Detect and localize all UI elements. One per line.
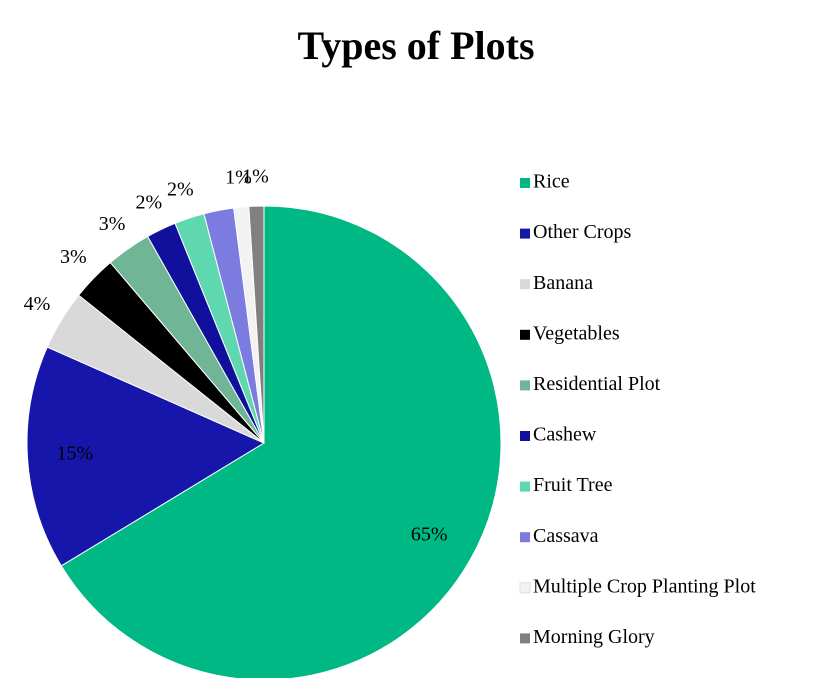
legend-swatch: [520, 329, 530, 340]
data-label: 3%: [99, 213, 126, 235]
legend-label: Cassava: [533, 525, 599, 547]
legend-swatch: [520, 178, 530, 188]
legend-swatch: [520, 279, 530, 290]
data-label: 1%: [242, 165, 269, 187]
legend-swatch: [519, 582, 531, 594]
legend-label: Fruit Tree: [533, 474, 613, 496]
data-label: 15%: [56, 443, 93, 465]
data-label: 2%: [135, 191, 162, 213]
pie-slice: [60, 205, 502, 678]
legend-swatch: [520, 532, 530, 543]
legend-label: Cashew: [533, 424, 597, 446]
legend-swatch: [520, 380, 530, 391]
legend-label: Banana: [533, 272, 593, 294]
pie-slice: [248, 205, 265, 444]
chart-title: Types of Plots: [297, 23, 534, 68]
legend-label: Vegetables: [533, 322, 620, 344]
legend-label: Morning Glory: [533, 626, 655, 648]
data-label: 65%: [411, 524, 448, 546]
data-label: 4%: [24, 293, 51, 315]
legend-label: Other Crops: [533, 221, 632, 243]
data-label: 2%: [167, 179, 194, 201]
legend-swatch: [520, 633, 530, 644]
data-label: 1%: [225, 166, 252, 188]
legend-label: Rice: [533, 171, 570, 193]
legend-swatch: [520, 431, 530, 441]
pie-slice: [26, 346, 266, 567]
data-label: 3%: [60, 246, 87, 268]
legend-label: Residential Plot: [533, 373, 661, 395]
legend-label: Multiple Crop Planting Plot: [533, 575, 756, 597]
legend-swatch: [520, 481, 530, 492]
legend-swatch: [520, 228, 530, 239]
